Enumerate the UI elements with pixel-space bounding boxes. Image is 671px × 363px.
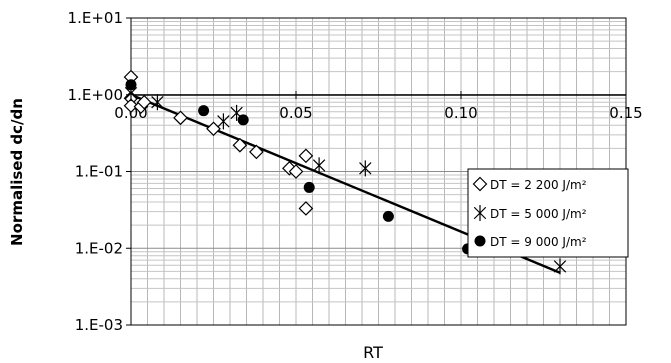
data-point-circle [303,181,315,193]
tick-labels: 1.E+011.E+001.E-011.E-021.E-030.000.050.… [68,9,643,334]
data-point-diamond [136,94,152,110]
data-point-diamond [206,121,221,137]
data-point-diamond [298,148,314,164]
data-points [123,69,567,275]
y-axis-label: Normalised dc/dn [8,98,26,246]
x-axis-label: RT [363,343,383,362]
legend: DT = 2 200 J/m² DT = 5 000 J/m² DT = 9 0… [467,168,629,258]
data-point-circle [382,210,394,222]
legend-box [467,168,629,258]
data-point-circle [125,79,137,91]
data-point-star [359,160,372,177]
data-point-star [312,157,326,174]
x-tick-label: 0.05 [279,104,312,122]
legend-label-2: DT = 5 000 J/m² [490,207,587,221]
legend-label-1: DT = 2 200 J/m² [490,178,587,192]
data-point-diamond [288,164,304,179]
data-point-star [217,113,230,130]
data-point-circle [198,105,210,117]
data-point-diamond [298,201,314,216]
legend-symbol-diamond [472,176,488,192]
data-point-diamond [249,144,264,160]
x-tick-label: 0.15 [609,104,642,122]
y-tick-label: 1.E-02 [75,239,123,257]
data-point-star [553,258,567,275]
data-point-diamond [232,137,248,153]
y-tick-label: 1.E-01 [75,163,123,181]
x-tick-label: 0.10 [444,104,477,122]
data-point-diamond [173,110,188,126]
y-tick-label: 1.E-03 [75,316,123,334]
y-tick-label: 1.E+01 [68,9,123,27]
data-point-circle [237,114,249,126]
data-point-star [151,94,164,111]
legend-symbol-star [473,205,487,221]
y-tick-label: 1.E+00 [68,86,123,104]
legend-label-3: DT = 9 000 J/m² [490,235,587,249]
legend-symbol-circle [474,235,486,247]
data-point-diamond [123,98,139,114]
